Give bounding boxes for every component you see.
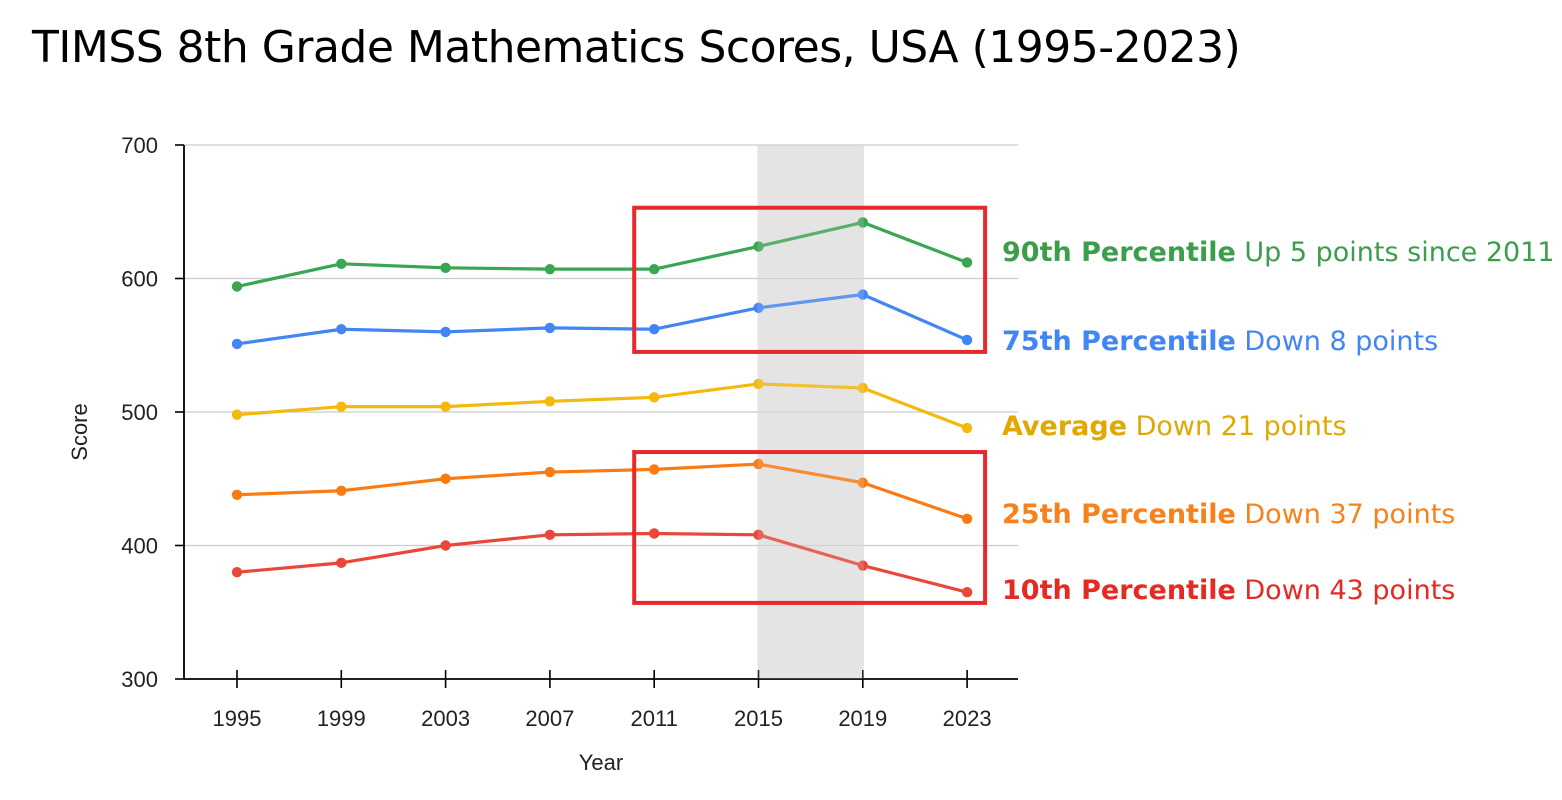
point-90th-percentile-1999 xyxy=(336,258,347,270)
point-25th-percentile-2011 xyxy=(649,464,660,475)
x-axis-label: Year xyxy=(579,750,623,775)
point-10th-percentile-2023 xyxy=(961,587,973,598)
point-10th-percentile-2019 xyxy=(857,560,868,571)
point-90th-percentile-2007 xyxy=(544,263,556,275)
point-10th-percentile-2003 xyxy=(440,540,451,551)
point-10th-percentile-2011 xyxy=(649,528,660,539)
annotation-25th-note: Down 37 points xyxy=(1244,499,1456,530)
annotation-10th: 10th Percentile Down 43 points xyxy=(1002,575,1455,606)
point-90th-percentile-2023 xyxy=(961,257,973,268)
y-tick-label-600: 600 xyxy=(121,267,158,292)
y-axis-label: Score xyxy=(67,403,92,460)
point-25th-percentile-1999 xyxy=(336,485,347,496)
point-25th-percentile-2007 xyxy=(544,466,556,478)
point-average-2011 xyxy=(649,392,660,403)
point-25th-percentile-2003 xyxy=(440,473,451,484)
x-tick-label-2007: 2007 xyxy=(525,706,574,731)
point-10th-percentile-2015 xyxy=(753,529,764,541)
highlight-box-1 xyxy=(632,205,988,354)
point-75th-percentile-2007 xyxy=(544,322,556,334)
point-average-1995 xyxy=(231,409,243,420)
x-tick-label-2019: 2019 xyxy=(838,706,887,731)
series-line-10th-percentile xyxy=(235,531,969,594)
x-tick-label-1995: 1995 xyxy=(213,706,262,731)
y-tick-label-300: 300 xyxy=(121,667,158,692)
chart-title: TIMSS 8th Grade Mathematics Scores, USA … xyxy=(32,22,1241,73)
x-tick-label-2003: 2003 xyxy=(421,706,470,731)
annotation-average-name: Average xyxy=(1002,411,1128,442)
point-10th-percentile-1995 xyxy=(231,567,243,578)
annotation-75th-name: 75th Percentile xyxy=(1002,326,1236,357)
point-90th-percentile-2019 xyxy=(857,217,868,228)
point-75th-percentile-2019 xyxy=(857,289,868,300)
annotation-90th-note: Up 5 points since 2011 xyxy=(1244,237,1555,268)
series-line-25th-percentile xyxy=(235,462,969,521)
point-75th-percentile-1999 xyxy=(336,324,347,335)
series-line-75th-percentile xyxy=(235,292,969,346)
point-90th-percentile-2015 xyxy=(753,241,764,252)
x-tick-label-1999: 1999 xyxy=(317,706,366,731)
point-25th-percentile-2023 xyxy=(961,513,973,524)
point-average-2003 xyxy=(440,401,451,412)
annotation-75th-note: Down 8 points xyxy=(1244,326,1439,357)
x-tick-label-2011: 2011 xyxy=(631,706,678,731)
point-25th-percentile-2015 xyxy=(753,458,764,470)
series-line-90th-percentile xyxy=(235,220,969,289)
annotation-90th: 90th Percentile Up 5 points since 2011 xyxy=(1002,237,1555,268)
annotation-10th-note: Down 43 points xyxy=(1244,575,1456,606)
y-tick-label-500: 500 xyxy=(121,400,158,425)
y-tick-label-700: 700 xyxy=(121,133,158,158)
point-25th-percentile-1995 xyxy=(231,489,243,500)
annotation-average: Average Down 21 points xyxy=(1002,411,1347,442)
annotation-90th-name: 90th Percentile xyxy=(1002,237,1236,268)
point-90th-percentile-2011 xyxy=(649,263,660,275)
point-10th-percentile-2007 xyxy=(544,529,556,541)
y-tick-label-400: 400 xyxy=(121,534,158,559)
point-average-2019 xyxy=(857,382,868,394)
point-average-2015 xyxy=(753,378,764,390)
shaded-band-overlay xyxy=(757,145,864,679)
point-25th-percentile-2019 xyxy=(857,477,868,488)
point-average-2023 xyxy=(961,422,973,434)
point-75th-percentile-2015 xyxy=(753,302,764,314)
point-average-1999 xyxy=(336,401,347,412)
annotation-average-note: Down 21 points xyxy=(1135,411,1347,442)
x-tick-label-2015: 2015 xyxy=(734,706,783,731)
x-tick-label-2023: 2023 xyxy=(943,706,992,731)
point-10th-percentile-1999 xyxy=(336,557,347,569)
annotation-25th: 25th Percentile Down 37 points xyxy=(1002,499,1455,530)
annotation-10th-name: 10th Percentile xyxy=(1002,575,1236,606)
point-75th-percentile-1995 xyxy=(231,338,243,350)
point-75th-percentile-2023 xyxy=(961,334,973,346)
point-average-2007 xyxy=(544,396,556,407)
point-90th-percentile-2003 xyxy=(440,262,451,274)
point-75th-percentile-2003 xyxy=(440,326,451,338)
highlight-box-2 xyxy=(632,450,988,605)
point-75th-percentile-2011 xyxy=(649,324,660,335)
point-90th-percentile-1995 xyxy=(231,281,243,292)
series-line-average xyxy=(235,382,969,430)
annotation-25th-name: 25th Percentile xyxy=(1002,499,1236,530)
annotation-75th: 75th Percentile Down 8 points xyxy=(1002,326,1438,357)
